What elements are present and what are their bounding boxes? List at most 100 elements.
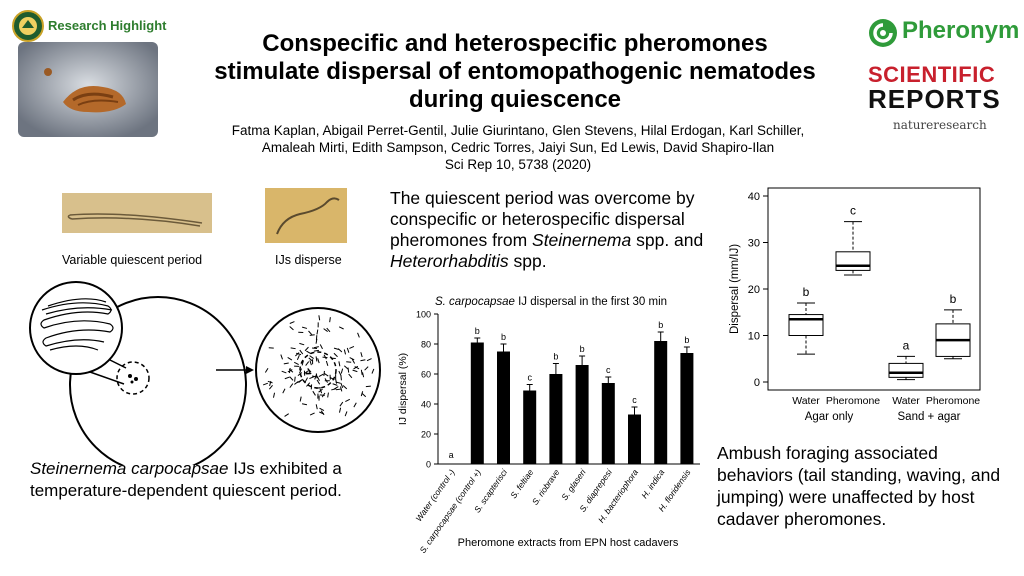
significance-letter: c <box>606 365 611 375</box>
dispersed-ij <box>315 404 318 410</box>
significance-letter: c <box>632 395 637 405</box>
dispersed-ij <box>290 347 296 350</box>
dispersed-ij <box>301 403 308 406</box>
box <box>888 362 924 378</box>
dispersed-ij <box>299 368 302 374</box>
dispersed-ij <box>353 365 359 370</box>
dispersed-ij <box>360 352 363 358</box>
bar-chart-title-species: S. carpocapsae <box>435 296 515 308</box>
box-plot-y-tick-label: 30 <box>748 238 760 250</box>
dispersed-ij <box>326 327 331 333</box>
box-plot-y-tick-label: 20 <box>748 284 760 296</box>
dispersed-ij <box>315 356 318 362</box>
significance-letter: b <box>950 292 957 306</box>
dispersed-ij <box>305 361 310 366</box>
dispersed-ij <box>361 393 367 398</box>
dispersed-ij <box>289 383 294 388</box>
pheronym-logo-text: Pheronym <box>902 17 1020 44</box>
dispersed-ij <box>288 367 291 374</box>
dispersed-ij <box>332 383 338 386</box>
dispersed-ij <box>338 370 342 376</box>
dispersed-ij <box>309 360 312 366</box>
dispersed-ij <box>316 376 320 382</box>
dispersed-ij <box>349 357 355 361</box>
dispersed-ij <box>324 378 328 383</box>
dispersed-ij <box>351 358 356 364</box>
bar <box>680 353 694 464</box>
dispersed-ij <box>306 350 311 355</box>
dispersed-ij <box>296 355 300 360</box>
dispersed-ij <box>295 352 300 357</box>
dispersed-ij <box>339 401 344 407</box>
dispersed-ij <box>307 368 311 374</box>
dispersed-ij <box>294 381 299 385</box>
dispersed-ij <box>306 382 311 387</box>
dispersed-ij <box>338 326 344 330</box>
dispersed-ij <box>348 373 353 379</box>
dispersed-ij <box>294 361 299 366</box>
dispersed-ij <box>320 410 325 416</box>
significance-letter: b <box>501 332 506 342</box>
dispersed-ij <box>301 360 304 366</box>
dispersed-ij <box>299 349 304 355</box>
bar-chart-y-tick-label: 0 <box>426 460 431 470</box>
dispersed-ij <box>284 376 290 380</box>
bar <box>654 341 668 464</box>
dispersed-ij <box>301 326 308 329</box>
dispersed-ij <box>338 407 342 413</box>
dispersed-ij <box>318 373 324 377</box>
dispersed-ij <box>323 328 328 332</box>
title-line-2: stimulate dispersal of entomopathogenic … <box>214 58 816 85</box>
dispersed-ij <box>345 398 351 402</box>
box-plot-category-label: Pheromone <box>826 395 880 407</box>
dispersed-ij <box>344 411 348 417</box>
box-plot-group-label: Sand + agar <box>898 411 961 423</box>
dispersed-ij <box>352 369 358 373</box>
title-line-1: Conspecific and heterospecific pheromone… <box>262 30 768 57</box>
bar-chart-y-tick-label: 60 <box>421 370 431 380</box>
right-finding-text: Ambush foraging associated behaviors (ta… <box>717 443 1001 529</box>
petri-dish-after <box>255 307 381 433</box>
dispersed-ij <box>340 368 344 374</box>
title-line-3: during quiescence <box>408 86 622 113</box>
bar-chart-category-label: S. feltiae <box>508 467 535 500</box>
bar <box>601 383 615 464</box>
dispersed-ij <box>268 385 273 390</box>
dispersed-ij <box>309 334 315 336</box>
label-variable-quiescent: Variable quiescent period <box>62 253 203 267</box>
dispersed-ij <box>272 392 276 398</box>
authors-line-1: Fatma Kaplan, Abigail Perret-Gentil, Jul… <box>231 123 805 138</box>
left-caption: Steinernema carpocapsae IJs exhibited a … <box>30 458 390 502</box>
dispersed-ij <box>340 386 343 392</box>
box-plot-group-label: Agar only <box>805 411 854 423</box>
dispersed-ij <box>308 330 313 336</box>
magnified-view <box>29 281 123 375</box>
mid-text-part-1: The quiescent period was overcome by con… <box>390 188 695 250</box>
genus-steinernema: Steinernema <box>532 230 632 250</box>
dispersed-ij <box>340 375 342 381</box>
dispersed-ij <box>294 376 296 382</box>
dispersed-ij <box>342 385 348 390</box>
significance-letter: b <box>658 320 663 330</box>
authors-line-2: Amaleah Mirti, Edith Sampson, Cedric Tor… <box>261 140 775 155</box>
dispersed-ij <box>304 377 308 383</box>
dispersed-ij <box>319 394 325 396</box>
dispersed-ij <box>366 358 372 362</box>
dispersed-ij <box>315 373 318 379</box>
box-plot-category-label: Water <box>792 395 820 407</box>
bar <box>575 365 589 464</box>
dispersed-ij <box>353 402 357 408</box>
dispersed-ij <box>329 377 335 380</box>
dispersal-diagram <box>29 281 381 465</box>
dispersed-ij <box>309 355 314 359</box>
dispersed-ij <box>316 379 321 385</box>
dispersed-ij <box>360 359 366 362</box>
dispersed-ij <box>312 390 316 396</box>
dispersed-ij <box>299 396 302 402</box>
dispersed-ij <box>347 367 350 373</box>
dispersed-ij <box>304 346 309 352</box>
dispersed-ij <box>262 382 269 386</box>
dispersed-ij <box>309 412 315 416</box>
box-plot-y-tick-label: 40 <box>748 191 760 203</box>
dispersed-ij <box>316 329 319 335</box>
